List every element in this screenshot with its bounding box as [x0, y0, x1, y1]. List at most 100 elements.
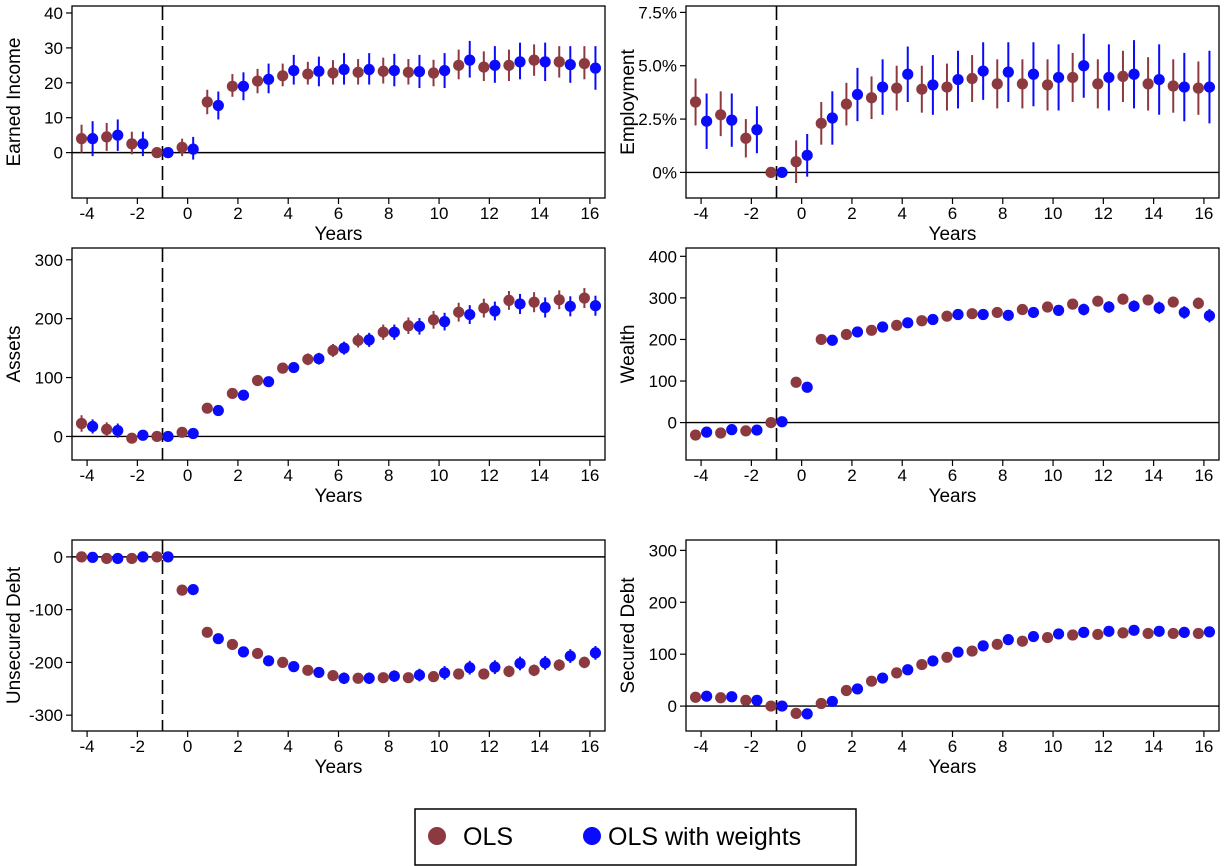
- point-ols: [352, 672, 364, 684]
- point-weighted: [363, 672, 375, 684]
- point-weighted: [1153, 302, 1165, 314]
- point-weighted: [927, 313, 939, 326]
- x-tick-label: 0: [797, 204, 806, 223]
- x-tick-label: 4: [897, 737, 906, 756]
- point-ols: [503, 59, 515, 71]
- panel-unsecured-debt: -4 -2 0 2 4 6 8 10 12 14 16 -300 -200 -100 0 Years Unsec…: [4, 539, 606, 778]
- point-weighted: [927, 655, 939, 667]
- point-ols: [740, 694, 752, 706]
- point-ols: [126, 432, 138, 444]
- point-weighted: [826, 334, 838, 346]
- point-weighted: [751, 124, 763, 136]
- y-axis-title: Unsecured Debt: [4, 566, 25, 704]
- point-weighted: [464, 54, 476, 66]
- point-weighted: [1052, 304, 1065, 316]
- point-weighted: [187, 427, 199, 440]
- point-weighted: [162, 147, 174, 159]
- x-tick-label: -4: [694, 737, 709, 756]
- point-ols: [302, 353, 314, 365]
- x-tick-label: -4: [694, 204, 709, 223]
- point-ols: [1192, 297, 1204, 309]
- point-ols: [151, 147, 163, 159]
- point-ols: [402, 66, 414, 78]
- point-weighted: [137, 138, 149, 150]
- point-ols: [891, 319, 903, 331]
- point-ols: [327, 669, 339, 682]
- point-weighted: [338, 672, 350, 684]
- legend-box: [414, 808, 857, 866]
- point-weighted: [952, 308, 964, 321]
- point-weighted: [977, 640, 989, 652]
- point-ols: [740, 132, 752, 144]
- point-weighted: [187, 143, 199, 155]
- point-weighted: [263, 376, 275, 388]
- point-weighted: [1203, 81, 1216, 93]
- x-tick-label: 14: [530, 466, 549, 485]
- x-tick-label: 12: [480, 204, 499, 223]
- point-ols: [251, 647, 264, 660]
- x-tick-label: -2: [744, 466, 759, 485]
- point-ols: [1167, 627, 1179, 640]
- point-weighted: [464, 662, 476, 674]
- point-weighted: [701, 426, 713, 438]
- x-axis-title: Years: [929, 486, 977, 507]
- x-tick-label: 10: [1044, 737, 1063, 756]
- x-tick-label: 4: [283, 737, 292, 756]
- panel-secured-debt: -4 -2 0 2 4 6 8 10 12 14 16 0 100 200 300 Years Secured …: [618, 539, 1220, 778]
- x-tick-label: 14: [1144, 466, 1163, 485]
- point-weighted: [1002, 66, 1014, 78]
- x-tick-label: 16: [580, 737, 599, 756]
- y-tick-label: 0: [54, 427, 63, 446]
- y-tick-label: 20: [44, 74, 63, 93]
- y-axis-title: Employment: [618, 48, 639, 154]
- x-tick-label: 12: [480, 737, 499, 756]
- legend-marker-ols-weights: [583, 827, 601, 845]
- y-tick-label: 2.5%: [638, 110, 677, 129]
- point-ols: [1192, 82, 1204, 94]
- point-weighted: [438, 316, 451, 328]
- point-ols: [478, 61, 490, 73]
- point-ols: [1016, 303, 1028, 316]
- point-ols: [815, 697, 827, 710]
- x-tick-label: 12: [1094, 204, 1113, 223]
- point-ols: [1041, 301, 1054, 313]
- point-ols: [991, 306, 1003, 319]
- x-tick-label: 16: [1194, 737, 1213, 756]
- y-tick-label: 0%: [652, 163, 677, 182]
- x-tick-label: 16: [580, 466, 599, 485]
- y-axis-title: Wealth: [618, 325, 639, 384]
- point-weighted: [137, 429, 149, 441]
- point-weighted: [438, 64, 451, 77]
- point-ols: [1016, 635, 1028, 647]
- point-weighted: [1002, 309, 1014, 321]
- y-tick-label: 30: [44, 39, 63, 58]
- point-ols: [840, 328, 853, 341]
- x-tick-label: 0: [183, 204, 192, 223]
- point-ols: [478, 302, 490, 314]
- x-tick-label: 6: [334, 737, 343, 756]
- point-weighted: [1078, 303, 1090, 316]
- point-weighted: [1128, 624, 1140, 636]
- x-tick-label: 4: [283, 204, 292, 223]
- point-ols: [226, 387, 239, 400]
- x-axis-title: Years: [929, 224, 977, 245]
- point-ols: [1142, 294, 1154, 306]
- point-ols: [689, 429, 702, 441]
- point-weighted: [952, 646, 964, 658]
- point-weighted: [413, 669, 426, 681]
- point-weighted: [726, 114, 738, 126]
- point-weighted: [1178, 81, 1190, 93]
- y-tick-label: 100: [35, 369, 63, 388]
- point-ols: [865, 675, 878, 687]
- point-weighted: [237, 389, 250, 401]
- point-weighted: [263, 73, 275, 85]
- x-tick-label: 0: [797, 737, 806, 756]
- point-ols: [1041, 631, 1054, 644]
- point-ols: [1016, 78, 1028, 90]
- point-ols: [453, 668, 465, 680]
- y-tick-label: -100: [29, 601, 63, 620]
- point-ols: [201, 626, 213, 638]
- point-ols: [790, 707, 802, 719]
- x-tick-label: 4: [897, 466, 906, 485]
- panel-employment: -4 -2 0 2 4 6 8 10 12 14 16 0% 2.5% 5.0% 7.5% Years Empl…: [618, 3, 1220, 245]
